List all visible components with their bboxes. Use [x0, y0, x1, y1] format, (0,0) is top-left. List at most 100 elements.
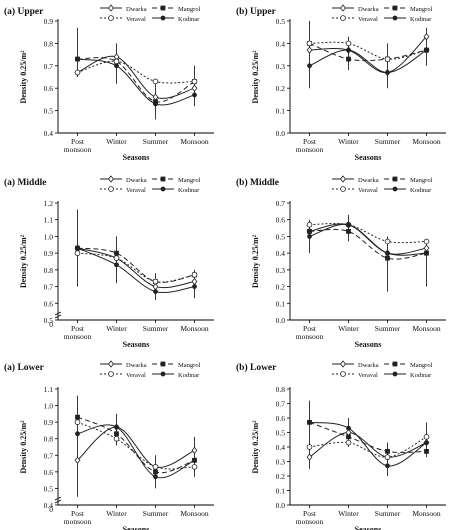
data-point-kodinar	[114, 424, 119, 430]
y-tick-label: 0.9	[44, 249, 54, 258]
data-point-veraval	[306, 444, 313, 450]
legend-label: Veraval	[358, 16, 378, 23]
data-point-veraval	[384, 238, 391, 245]
x-tick-label: Summer	[143, 137, 169, 146]
series-line-mangrol	[309, 421, 427, 453]
chart-panel-1: (b) Upper 0.0 0.1 0.2 0.3 0.4 0.5 Post monsoon Wi…	[236, 4, 446, 162]
x-tick-label: Monsoon	[412, 324, 441, 333]
series-line-kodinar	[77, 58, 195, 106]
x-tick-label-line: Monsoon	[180, 137, 209, 146]
x-tick-label-line: Summer	[375, 509, 401, 518]
legend-label: Mangrol	[410, 177, 433, 184]
panel-title: (a) Lower	[4, 362, 45, 373]
series-line-veraval	[309, 41, 427, 60]
x-tick-label-line: Summer	[375, 324, 401, 333]
chart-panel-3: (b) Middle 0.0 0.1 0.2 0.3 0.4 0.5 0.6 0.7 Post mo…	[236, 175, 446, 349]
data-point-veraval	[152, 78, 159, 85]
y-tick-label: 0.4	[276, 249, 286, 258]
legend-label: Dwarka	[126, 177, 147, 184]
chart-panel-2: (a) Middle 0.5 0.6 0.7 0.8 0.9 1.0 1.1 1.2 0 Post m…	[4, 175, 214, 349]
y-tick-label: 0.1	[276, 107, 286, 116]
y-tick-label: 0.5	[276, 232, 286, 241]
series-line-veraval	[77, 252, 195, 283]
data-point-kodinar	[385, 250, 390, 256]
data-point-kodinar	[75, 56, 80, 62]
y-tick-label: 0.4	[276, 39, 286, 48]
data-point-kodinar	[75, 431, 80, 437]
x-tick-label-line: Winter	[338, 137, 359, 146]
y-axis-label: Density 0.25/m²	[19, 234, 28, 288]
data-point-veraval	[423, 434, 430, 440]
x-axis-label: Seasons	[355, 525, 382, 530]
legend-marker	[340, 371, 346, 377]
legend-label: Kodinar	[178, 372, 200, 379]
panel-title: (b) Lower	[236, 362, 277, 373]
y-tick-label: 0.7	[44, 283, 54, 292]
data-point-veraval	[306, 221, 313, 228]
data-point-kodinar	[307, 234, 312, 239]
y-tick-label: 0.8	[44, 435, 54, 444]
legend-label: Kodinar	[178, 187, 200, 194]
data-point-mangrol	[114, 250, 119, 256]
data-point-veraval	[191, 78, 198, 85]
x-tick-label: Summer	[375, 137, 401, 146]
x-tick-label-line: monsoon	[296, 332, 324, 341]
legend-marker	[392, 5, 398, 11]
y-tick-label: 0.4	[44, 129, 54, 138]
x-tick-label: Monsoon	[180, 324, 209, 333]
x-tick-label-line: monsoon	[64, 145, 92, 154]
data-point-kodinar	[192, 92, 197, 98]
data-point-kodinar	[346, 222, 351, 228]
x-tick-label-line: Monsoon	[412, 324, 441, 333]
y-tick-label: 0.6	[276, 216, 286, 225]
series-line-veraval	[77, 421, 195, 470]
data-point-dwarka	[74, 456, 81, 464]
legend-marker	[108, 4, 114, 12]
data-point-dwarka	[306, 46, 313, 54]
legend-label: Dwarka	[358, 362, 379, 369]
y-axis-label: Density 0.25/m²	[251, 420, 260, 474]
x-tick-label-line: Summer	[143, 509, 169, 518]
x-axis-label: Seasons	[355, 340, 382, 349]
legend-marker	[340, 175, 346, 183]
legend-label: Veraval	[126, 372, 146, 379]
y-tick-label: 0.9	[44, 418, 54, 427]
legend-label: Mangrol	[178, 6, 201, 13]
chart-panel-0: (a) Upper 0.4 0.5 0.6 0.7 0.8 0.9 Post monsoon Wi…	[4, 4, 214, 162]
y-tick-label: 0.9	[44, 17, 54, 26]
y-tick-label: 0.6	[44, 84, 54, 93]
legend-marker	[340, 15, 346, 21]
x-tick-label: Winter	[338, 509, 359, 518]
x-tick-label: Winter	[338, 137, 359, 146]
y-axis-label: Density 0.25/m²	[19, 420, 28, 474]
x-tick-label: Winter	[106, 324, 127, 333]
data-point-mangrol	[385, 448, 390, 454]
y-tick-label: 0.5	[44, 107, 54, 116]
data-point-mangrol	[346, 229, 351, 234]
legend-marker	[340, 186, 346, 192]
chart-panel-5: (b) Lower 0.0 0.1 0.2 0.3 0.4 0.5 0.6 0.7 0.8 Post…	[236, 360, 446, 530]
y-tick-label: 0.5	[276, 429, 286, 438]
data-point-dwarka	[191, 84, 198, 92]
panel-title: (a) Middle	[4, 177, 46, 188]
x-tick-label-line: Post	[71, 324, 85, 333]
series-line-mangrol	[77, 57, 195, 103]
legend-label: Dwarka	[358, 6, 379, 13]
y-tick-label: 0.7	[44, 451, 54, 460]
y-tick-label: 0.8	[276, 385, 286, 394]
data-point-kodinar	[307, 419, 312, 425]
data-point-dwarka	[423, 244, 430, 252]
legend-marker	[160, 186, 166, 192]
x-axis-label: Seasons	[355, 153, 382, 162]
x-tick-label-line: Summer	[143, 324, 169, 333]
data-point-veraval	[423, 238, 430, 245]
legend-marker	[108, 360, 114, 368]
series-line-dwarka	[77, 247, 195, 289]
x-tick-label: Post monsoon	[64, 324, 92, 341]
x-tick-label-line: monsoon	[64, 517, 92, 526]
x-tick-label-line: Summer	[375, 137, 401, 146]
y-tick-label: 0.6	[44, 299, 54, 308]
y-tick-label: 0.5	[44, 316, 54, 325]
x-tick-label: Summer	[375, 509, 401, 518]
data-point-veraval	[152, 278, 159, 285]
